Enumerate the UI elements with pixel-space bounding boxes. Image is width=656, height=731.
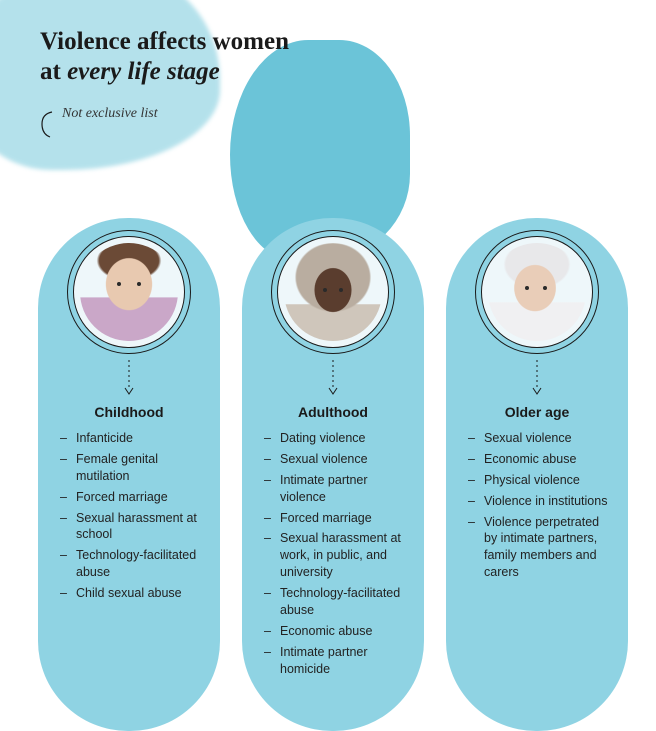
column-older-age: Older age Sexual violence Economic abuse…: [446, 218, 628, 731]
title-prefix: at: [40, 58, 67, 85]
bracket-icon: [38, 110, 58, 140]
column-title-older-age: Older age: [446, 404, 628, 420]
list-item: Sexual violence: [468, 430, 612, 447]
child-portrait-icon: [80, 243, 178, 341]
title-line-2: at every life stage: [40, 58, 656, 86]
list-item: Female genital mutilation: [60, 451, 204, 485]
portrait-older-age: [475, 230, 599, 354]
column-childhood: Childhood Infanticide Female genital mut…: [38, 218, 220, 731]
list-item: Physical violence: [468, 472, 612, 489]
portrait-inner: [481, 236, 593, 348]
portrait-childhood: [67, 230, 191, 354]
portrait-inner: [277, 236, 389, 348]
arrow-wrap: [446, 360, 628, 396]
title-line-1: Violence affects women: [40, 28, 656, 56]
portrait-inner: [73, 236, 185, 348]
arrow-down-icon: [124, 360, 134, 396]
list-item: Sexual harassment at school: [60, 510, 204, 544]
title-italic: every life stage: [67, 58, 220, 85]
list-item: Technology-facilitated abuse: [264, 585, 408, 619]
column-title-adulthood: Adulthood: [242, 404, 424, 420]
subtitle-text: Not exclusive list: [62, 106, 158, 121]
item-list-older-age: Sexual violence Economic abuse Physical …: [446, 430, 628, 581]
list-item: Violence in institutions: [468, 493, 612, 510]
item-list-adulthood: Dating violence Sexual violence Intimate…: [242, 430, 424, 677]
list-item: Forced marriage: [264, 510, 408, 527]
arrow-down-icon: [532, 360, 542, 396]
header: Violence affects women at every life sta…: [0, 0, 656, 122]
item-list-childhood: Infanticide Female genital mutilation Fo…: [38, 430, 220, 602]
list-item: Technology-facilitated abuse: [60, 547, 204, 581]
column-adulthood: Adulthood Dating violence Sexual violenc…: [242, 218, 424, 731]
list-item: Violence perpetrated by intimate partner…: [468, 514, 612, 582]
subtitle-wrap: Not exclusive list: [40, 104, 158, 122]
list-item: Sexual harassment at work, in public, an…: [264, 530, 408, 581]
list-item: Economic abuse: [264, 623, 408, 640]
list-item: Child sexual abuse: [60, 585, 204, 602]
list-item: Infanticide: [60, 430, 204, 447]
list-item: Dating violence: [264, 430, 408, 447]
columns-container: Childhood Infanticide Female genital mut…: [38, 218, 628, 731]
list-item: Intimate partner violence: [264, 472, 408, 506]
list-item: Economic abuse: [468, 451, 612, 468]
arrow-down-icon: [328, 360, 338, 396]
older-portrait-icon: [488, 243, 586, 341]
list-item: Forced marriage: [60, 489, 204, 506]
portrait-adulthood: [271, 230, 395, 354]
list-item: Intimate partner homicide: [264, 644, 408, 678]
list-item: Sexual violence: [264, 451, 408, 468]
arrow-wrap: [38, 360, 220, 396]
arrow-wrap: [242, 360, 424, 396]
column-title-childhood: Childhood: [38, 404, 220, 420]
adult-portrait-icon: [284, 243, 382, 341]
